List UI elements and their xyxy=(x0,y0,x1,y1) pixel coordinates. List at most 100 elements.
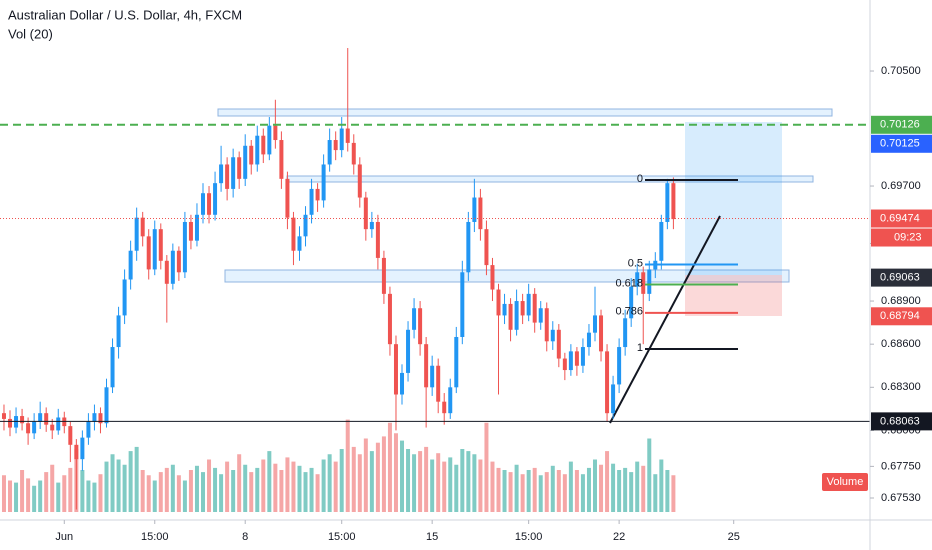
candle-body xyxy=(273,125,278,141)
volume-bar xyxy=(574,470,579,512)
candle-body xyxy=(225,164,230,189)
volume-tag xyxy=(822,473,868,491)
candle-body xyxy=(629,286,634,319)
chart-subtitle: Vol (20) xyxy=(8,26,53,41)
candle-body xyxy=(641,272,646,294)
candle-body xyxy=(8,418,13,428)
y-tick-label: 0.70500 xyxy=(881,65,921,77)
y-tick-label: 0.67750 xyxy=(881,460,921,472)
volume-bar xyxy=(200,472,205,512)
candle-body xyxy=(20,416,25,424)
x-tick-label: 15:00 xyxy=(141,531,169,543)
candle-body xyxy=(68,426,73,445)
volume-bar xyxy=(647,438,652,512)
candle-body xyxy=(26,423,31,434)
volume-bar xyxy=(146,475,151,512)
candle-body xyxy=(526,293,531,316)
volume-bar xyxy=(635,461,640,512)
price-label-bg xyxy=(871,268,932,287)
volume-bar xyxy=(442,461,447,512)
candle-body xyxy=(213,183,218,215)
volume-bar xyxy=(333,461,338,512)
volume-bar xyxy=(641,465,646,512)
volume-bar xyxy=(20,470,25,512)
volume-bar xyxy=(550,465,555,512)
candle-body xyxy=(44,413,49,425)
volume-bar xyxy=(86,480,91,512)
volume-bar xyxy=(152,480,157,512)
volume-bar xyxy=(98,474,103,512)
volume-bar xyxy=(490,461,495,512)
candle-body xyxy=(285,178,290,218)
volume-bar xyxy=(472,454,477,512)
overlays: 0 0.5 0.618 0.786 1 xyxy=(0,123,870,422)
candle-body xyxy=(219,164,224,184)
time-axis xyxy=(0,520,870,550)
candle-body xyxy=(321,164,326,201)
volume-bar xyxy=(8,480,13,512)
volume-bar xyxy=(279,470,284,512)
volume-bar xyxy=(237,454,242,512)
candle-body xyxy=(424,344,429,388)
volume-bar xyxy=(406,449,411,512)
volume-bar xyxy=(508,472,513,512)
price-label-bg xyxy=(871,412,932,431)
candle-body xyxy=(327,140,332,165)
candle-body xyxy=(140,217,145,237)
volume-bar xyxy=(393,433,398,512)
candle-body xyxy=(188,221,193,241)
candle-body xyxy=(194,214,199,241)
candle-body xyxy=(544,308,549,342)
volume-bar xyxy=(448,457,453,512)
candle-body xyxy=(556,329,561,359)
countdown-bg xyxy=(871,228,932,247)
candle-body xyxy=(291,217,296,251)
volume-bar xyxy=(14,482,19,512)
candle-body xyxy=(592,315,597,333)
candle-body xyxy=(243,145,248,179)
volume-bar xyxy=(532,467,537,512)
candle-body xyxy=(231,157,236,189)
volume-bar xyxy=(659,459,664,512)
volume-bar xyxy=(400,440,405,512)
candle-body xyxy=(466,221,471,273)
candle-body xyxy=(309,188,314,215)
volume-bar xyxy=(460,449,465,512)
volume-bar xyxy=(188,470,193,512)
candle-body xyxy=(387,293,392,345)
volume-bar xyxy=(309,467,314,512)
x-tick-label: 22 xyxy=(613,531,625,543)
volume-bar xyxy=(592,459,597,512)
volume-bar xyxy=(568,461,573,512)
y-tick-label: 0.69700 xyxy=(881,180,921,192)
price-label: 0.68063 xyxy=(880,415,920,427)
volume-bar xyxy=(357,454,362,512)
candle-body xyxy=(490,265,495,290)
candle-body xyxy=(508,303,513,330)
candle-body xyxy=(454,336,459,388)
candle-body xyxy=(164,260,169,284)
candle-body xyxy=(520,301,525,316)
price-label: 0.68794 xyxy=(880,310,920,322)
candle-body xyxy=(104,387,109,424)
x-tick-label: 25 xyxy=(728,531,740,543)
volume-bar xyxy=(285,457,290,512)
volume-bar xyxy=(249,472,254,512)
candle-body xyxy=(92,413,97,422)
volume-bar xyxy=(182,480,187,512)
candle-body xyxy=(472,197,477,222)
candle-body xyxy=(182,221,187,273)
volume-bar xyxy=(526,470,531,512)
candle-body xyxy=(158,229,163,261)
candle-body xyxy=(128,250,133,280)
volume-bar xyxy=(213,467,218,512)
volume-bar xyxy=(267,451,272,512)
y-tick-label: 0.68600 xyxy=(881,338,921,350)
candle-body xyxy=(400,372,405,395)
volume-bar xyxy=(128,451,133,512)
candle-body xyxy=(80,437,85,460)
price-label-bg xyxy=(871,307,932,326)
volume-bar xyxy=(291,461,296,512)
volume-bar xyxy=(140,470,145,512)
volume-bar xyxy=(1,475,6,512)
